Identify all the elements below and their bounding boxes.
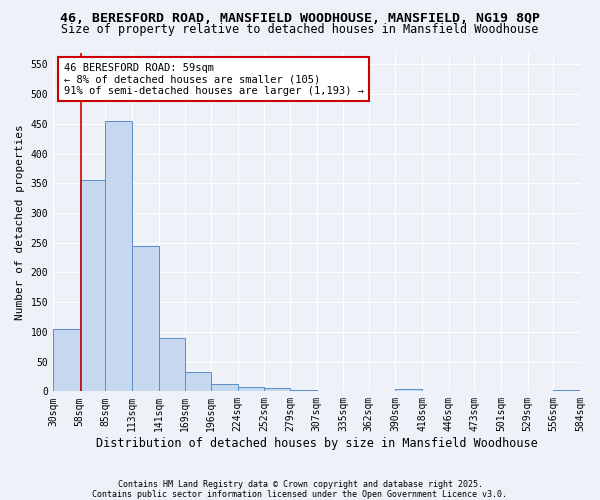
Bar (80, 180, 106, 392)
Bar (211, 384, 238, 392)
Bar (395, 389, 422, 392)
Text: Contains HM Land Registry data © Crown copyright and database right 2025.
Contai: Contains HM Land Registry data © Crown c… (92, 480, 508, 499)
Text: Size of property relative to detached houses in Mansfield Woodhouse: Size of property relative to detached ho… (61, 22, 539, 36)
Bar (106, 121, 132, 392)
Text: 46 BERESFORD ROAD: 59sqm
← 8% of detached houses are smaller (105)
91% of semi-d: 46 BERESFORD ROAD: 59sqm ← 8% of detache… (64, 62, 364, 96)
Bar (317, 390, 343, 392)
X-axis label: Distribution of detached houses by size in Mansfield Woodhouse: Distribution of detached houses by size … (95, 437, 538, 450)
Bar (185, 372, 211, 392)
Bar (290, 390, 317, 392)
Bar (264, 388, 290, 392)
Text: 46, BERESFORD ROAD, MANSFIELD WOODHOUSE, MANSFIELD, NG19 8QP: 46, BERESFORD ROAD, MANSFIELD WOODHOUSE,… (60, 12, 540, 26)
Bar (53, 329, 80, 392)
Bar (158, 338, 185, 392)
Y-axis label: Number of detached properties: Number of detached properties (15, 124, 25, 320)
Bar (132, 246, 158, 392)
Bar (553, 390, 580, 392)
Bar (238, 386, 264, 392)
